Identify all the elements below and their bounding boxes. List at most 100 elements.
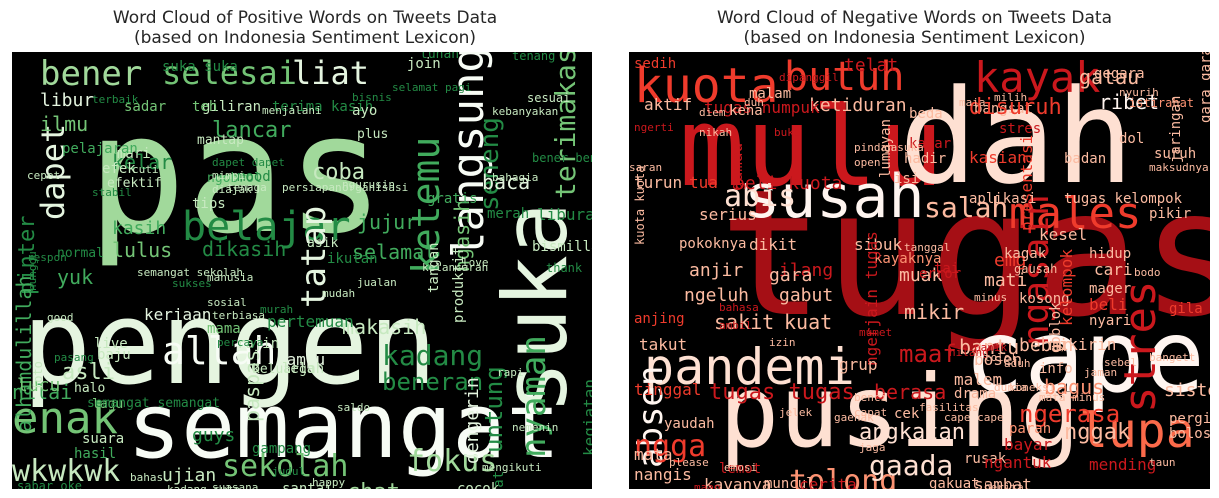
word: tugas <box>719 153 1210 356</box>
word: bayar <box>1004 435 1053 454</box>
word: berita <box>984 481 1024 489</box>
word: sekolah <box>222 449 349 484</box>
word: manusia <box>207 271 254 284</box>
word: sesuai <box>527 91 571 105</box>
word: lemot <box>719 461 762 477</box>
word: dikit <box>749 235 798 254</box>
word: jelek <box>779 406 813 419</box>
word: lagu <box>92 397 124 412</box>
word: makasih <box>342 315 427 339</box>
word: efek <box>102 161 136 177</box>
word: ngobrol <box>207 171 262 186</box>
word: baju <box>97 347 131 363</box>
word: menjalani <box>262 104 322 117</box>
word: love <box>462 256 489 269</box>
word: yuk <box>57 265 94 289</box>
word: guys <box>192 425 236 446</box>
word: ujian <box>162 465 217 486</box>
word: pengen <box>22 277 438 411</box>
word: ngurusin <box>342 178 395 191</box>
word: selesai <box>162 54 297 92</box>
word: nyaman <box>514 335 554 458</box>
word: saldo <box>337 401 371 414</box>
word: ilang <box>779 260 834 281</box>
word: lampu <box>277 350 326 369</box>
word: sistem <box>1164 380 1210 401</box>
word: lancar <box>212 118 292 143</box>
word: semangat <box>127 374 561 479</box>
word: ngeluh <box>684 285 750 306</box>
word: kayanya <box>704 475 772 490</box>
word: lelah <box>282 361 325 377</box>
word: diajak <box>212 183 252 196</box>
word: libur <box>40 90 95 111</box>
word: bolos <box>1169 426 1210 442</box>
word: kelar <box>112 150 173 174</box>
negative-chart-subtitle: (based on Indonesia Sentiment Lexicon) <box>743 28 1086 48</box>
word: kuota <box>634 58 779 114</box>
word: koneksi <box>1009 381 1056 394</box>
word: maia <box>959 96 986 109</box>
word: saran <box>629 161 663 174</box>
word: aduh <box>1004 357 1031 370</box>
word: kadang <box>382 339 484 372</box>
word: pandemi <box>644 338 855 396</box>
word: duh <box>744 96 764 109</box>
word: beli kuota <box>734 173 843 194</box>
word: nikah <box>699 126 733 139</box>
word: selamat <box>352 240 437 264</box>
word: mood <box>237 169 271 185</box>
word: ambil <box>719 319 753 332</box>
word: pikir <box>1149 206 1192 222</box>
word: bisnis <box>352 91 392 104</box>
word: wkwkwk <box>12 454 121 489</box>
word: takut <box>639 335 688 354</box>
word: minus <box>974 291 1008 304</box>
word: giliran <box>202 99 262 115</box>
word: tugas tugas <box>709 380 855 405</box>
word: asli <box>62 360 115 385</box>
word: asik <box>307 236 339 251</box>
word: dah <box>899 61 1134 213</box>
word: nyari <box>1089 313 1132 329</box>
word: tai <box>934 261 960 277</box>
word: mengikuti <box>482 461 542 474</box>
word: belajar <box>182 204 351 250</box>
word: bangett <box>1149 351 1196 364</box>
word: halo <box>74 381 106 396</box>
word: liat <box>292 54 370 92</box>
word: capat <box>854 406 888 419</box>
word: mikirin <box>1049 335 1117 354</box>
word: anjing <box>634 311 685 327</box>
word: ngerjain tugas <box>862 231 881 366</box>
word: mending <box>1089 455 1157 474</box>
word: ilmu <box>40 112 89 136</box>
word: tinggal <box>634 380 702 399</box>
word: kuota kuota <box>633 165 647 245</box>
word: cocok <box>457 481 500 489</box>
word: turun <box>634 173 683 192</box>
word: dikasih <box>202 237 287 261</box>
word: enak <box>12 393 118 444</box>
word: kuat <box>784 310 833 334</box>
word: disuruh <box>969 95 1062 120</box>
word: stres <box>999 121 1042 137</box>
word: kelompok <box>1057 248 1076 326</box>
word: gakuat <box>929 476 980 489</box>
word: pindah <box>854 141 894 154</box>
word: nggak <box>1064 420 1131 445</box>
word: kayaknya <box>874 251 942 267</box>
word: jaga <box>859 441 886 454</box>
word: nyurih <box>1119 86 1159 99</box>
word: stabil <box>92 186 132 199</box>
word: cerita <box>799 475 857 490</box>
word: aplikasi <box>969 191 1037 207</box>
word: ayo <box>352 103 378 119</box>
word: presentasi <box>1017 134 1036 231</box>
word: plus <box>357 127 389 142</box>
word: bener <box>40 54 143 94</box>
word: pelajaran <box>62 141 138 157</box>
word: serius <box>699 205 757 224</box>
word: hadir <box>904 151 947 167</box>
word: milih <box>994 91 1028 104</box>
